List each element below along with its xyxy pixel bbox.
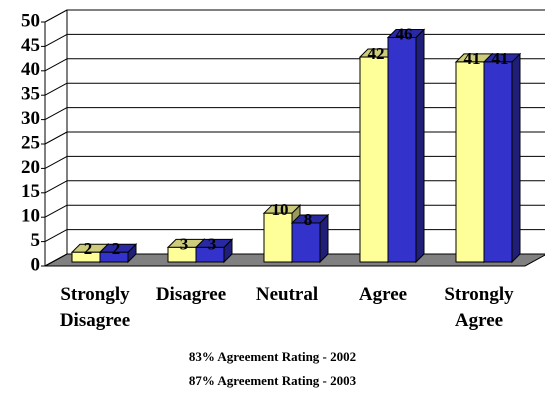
- value-label: 3: [208, 234, 217, 253]
- y-tick-label: 45: [21, 35, 40, 56]
- y-tick-label: 40: [21, 59, 40, 80]
- y-tick-label: 20: [21, 157, 40, 178]
- note: 83% Agreement Rating - 2002: [188, 349, 357, 364]
- note: 87% Agreement Rating - 2003: [188, 373, 357, 388]
- bar: [291, 222, 321, 263]
- y-tick-label: 35: [21, 84, 40, 105]
- grid-line: [44, 82, 68, 96]
- value-label: 3: [180, 234, 189, 253]
- y-tick-label: 50: [21, 10, 40, 31]
- y-tick-label: 5: [31, 230, 41, 251]
- y-tick-label: 15: [21, 181, 40, 202]
- value-label: 10: [272, 200, 289, 219]
- grid-line: [44, 107, 68, 121]
- x-tick-label: Strongly Disagree: [59, 284, 131, 331]
- y-tick-label: 25: [21, 132, 40, 153]
- grid-line: [44, 58, 68, 72]
- bar: [99, 251, 129, 263]
- grid-line: [44, 204, 68, 218]
- value-label: 46: [396, 24, 413, 43]
- grid-line: [44, 33, 68, 47]
- grid-line: [44, 155, 68, 169]
- bar: [195, 246, 225, 263]
- bar-side: [415, 28, 425, 264]
- y-tick-label: 30: [21, 108, 40, 129]
- value-label: 2: [84, 239, 93, 258]
- value-label: 2: [112, 239, 121, 258]
- bar: [483, 61, 513, 263]
- value-label: 42: [368, 44, 385, 63]
- grid-line: [44, 180, 68, 194]
- value-label: 41: [492, 49, 509, 68]
- bar: [455, 61, 485, 263]
- bar: [359, 56, 389, 263]
- grid-line: [44, 229, 68, 243]
- grid-line: [44, 9, 68, 23]
- x-tick-label: Disagree: [155, 284, 227, 305]
- bar-side: [511, 52, 521, 264]
- bar: [387, 37, 417, 263]
- value-label: 41: [464, 49, 481, 68]
- x-tick-label: Agree: [358, 284, 408, 305]
- grid-line: [44, 131, 68, 145]
- y-tick-label: 10: [21, 206, 40, 227]
- grid-line: [44, 253, 68, 267]
- x-tick-label: Neutral: [255, 284, 319, 305]
- bar: [263, 212, 293, 263]
- x-tick-label: Strongly Agree: [444, 284, 514, 331]
- y-tick-label: 0: [31, 254, 41, 275]
- value-label: 8: [304, 210, 313, 229]
